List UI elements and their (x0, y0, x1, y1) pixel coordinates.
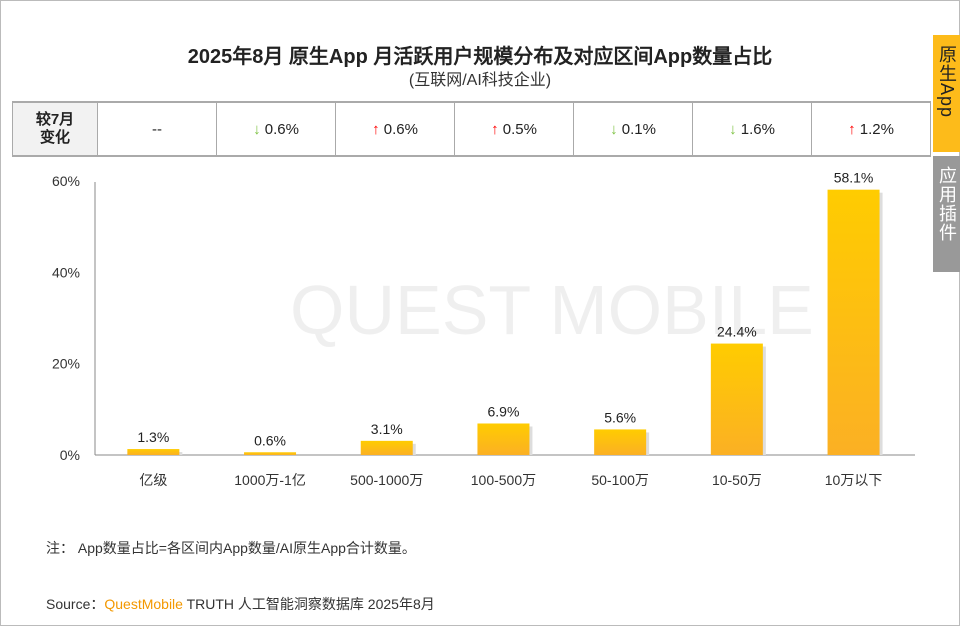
change-cell: ↓ 0.1% (573, 101, 693, 157)
bar (827, 189, 880, 455)
tab-plugin[interactable]: 应用插件 (933, 156, 960, 272)
change-value: 0.1% (621, 120, 656, 138)
x-tick-label: 100-500万 (471, 472, 536, 488)
data-label: 24.4% (717, 324, 757, 340)
footnote: 注： App数量占比=各区间内App数量/AI原生App合计数量。 (46, 540, 416, 556)
change-value: -- (152, 120, 162, 138)
arrow-up-icon: ↑ (848, 120, 860, 138)
x-tick-label: 500-1000万 (350, 472, 423, 488)
x-tick-label: 10万以下 (825, 472, 883, 488)
data-label: 3.1% (371, 421, 403, 437)
source: Source：QuestMobile TRUTH 人工智能洞察数据库 2025年… (46, 594, 435, 614)
x-tick-label: 亿级 (139, 472, 167, 488)
source-rest: TRUTH 人工智能洞察数据库 2025年8月 (182, 596, 435, 612)
change-cell: ↑ 0.6% (335, 101, 455, 157)
change-value: 0.6% (264, 120, 299, 138)
change-cell: ↓ 0.6% (216, 101, 336, 157)
watermark: QUEST MOBILE (290, 271, 814, 349)
x-tick-label: 10-50万 (712, 472, 762, 488)
chart-title: 2025年8月 原生App 月活跃用户规模分布及对应区间App数量占比 (187, 46, 773, 68)
data-label: 0.6% (254, 432, 286, 448)
bar (127, 449, 180, 455)
change-cell: -- (97, 101, 217, 157)
y-tick-label: 40% (52, 264, 80, 280)
change-value: 1.6% (740, 120, 775, 138)
change-header: 较7月 变化 (12, 101, 98, 157)
change-value: 1.2% (859, 120, 894, 138)
bar (477, 423, 530, 455)
arrow-down-icon: ↓ (253, 120, 265, 138)
data-label: 58.1% (834, 170, 874, 186)
y-tick-label: 0% (60, 447, 80, 463)
x-tick-label: 50-100万 (591, 472, 649, 488)
bar (244, 452, 297, 455)
change-cell: ↑ 1.2% (811, 101, 931, 157)
arrow-up-icon: ↑ (372, 120, 384, 138)
bar (360, 440, 413, 455)
data-label: 6.9% (487, 403, 519, 419)
arrow-down-icon: ↓ (729, 120, 741, 138)
source-prefix: Source： (46, 596, 105, 612)
bar (710, 343, 763, 455)
change-cell: ↓ 1.6% (692, 101, 812, 157)
change-value: 0.5% (502, 120, 537, 138)
data-label: 5.6% (604, 409, 636, 425)
data-label: 1.3% (137, 429, 169, 445)
change-table: 较7月 变化 -- ↓ 0.6% ↑ 0.6% ↑ 0.5% ↓ 0.1% ↓ 1.6% ↑… (12, 101, 931, 157)
arrow-down-icon: ↓ (610, 120, 622, 138)
x-tick-label: 1000万-1亿 (234, 472, 306, 488)
y-tick-label: 20% (52, 356, 80, 372)
arrow-up-icon: ↑ (491, 120, 503, 138)
change-cell: ↑ 0.5% (454, 101, 574, 157)
bar (594, 429, 647, 455)
chart-subtitle: (互联网/AI科技企业) (408, 72, 552, 89)
tab-native-app[interactable]: 原生App (933, 35, 960, 152)
y-tick-label: 60% (52, 173, 80, 189)
source-brand: QuestMobile (104, 596, 183, 612)
change-value: 0.6% (383, 120, 418, 138)
